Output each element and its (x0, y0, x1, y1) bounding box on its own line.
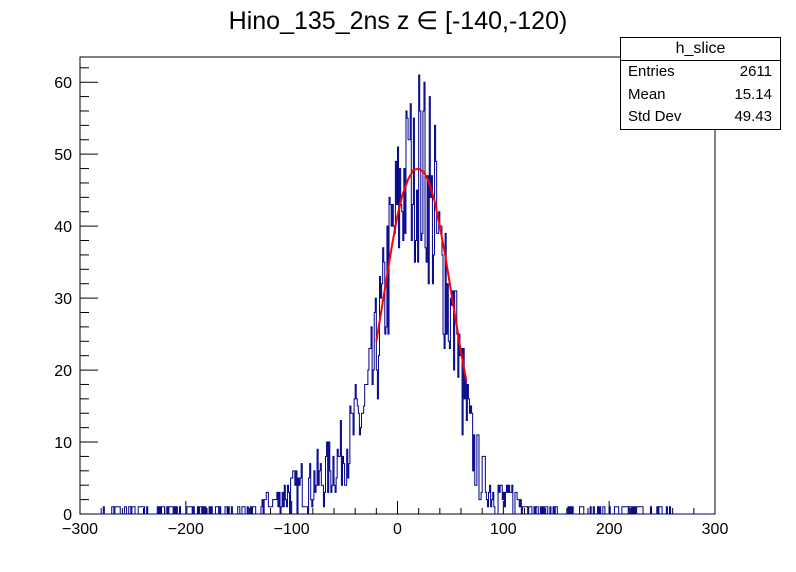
stats-box: h_slice Entries 2611 Mean 15.14 Std Dev … (620, 37, 781, 130)
stats-value: 15.14 (734, 85, 772, 103)
histogram-bars (80, 74, 715, 515)
y-tick-label: 0 (63, 507, 72, 524)
stats-label: Std Dev (628, 108, 682, 126)
stats-row-stddev: Std Dev 49.43 (621, 106, 780, 129)
y-tick-label: 10 (54, 435, 72, 452)
stats-row-mean: Mean 15.14 (621, 84, 780, 107)
y-tick-label: 20 (54, 363, 72, 380)
stats-label: Entries (628, 63, 675, 80)
x-axis: −300 −200 −100 0 100 200 300 (62, 501, 728, 538)
y-tick-label: 50 (54, 147, 72, 164)
y-tick-label: 30 (54, 291, 72, 308)
stats-row-entries: Entries 2611 (621, 61, 780, 84)
y-tick-label: 40 (54, 219, 72, 236)
x-tick-label: 300 (702, 521, 729, 538)
stats-value: 49.43 (734, 108, 772, 126)
x-tick-label: −100 (274, 521, 310, 538)
x-tick-label: −200 (168, 521, 204, 538)
chart-title: Hino_135_2ns z ∈ [-140,-120) (228, 7, 568, 35)
x-tick-label: 200 (596, 521, 623, 538)
y-tick-label: 60 (54, 75, 72, 92)
stats-label: Mean (628, 85, 666, 103)
x-tick-label: 100 (490, 521, 517, 538)
y-axis: 0 10 20 30 40 50 60 (54, 67, 98, 524)
fit-line (375, 167, 468, 382)
histogram-step-line (80, 74, 715, 515)
stats-value: 2611 (739, 63, 772, 80)
fit-curve (375, 167, 468, 382)
stats-box-name: h_slice (621, 38, 780, 61)
x-tick-label: 0 (393, 521, 402, 538)
x-tick-label: −300 (62, 521, 98, 538)
